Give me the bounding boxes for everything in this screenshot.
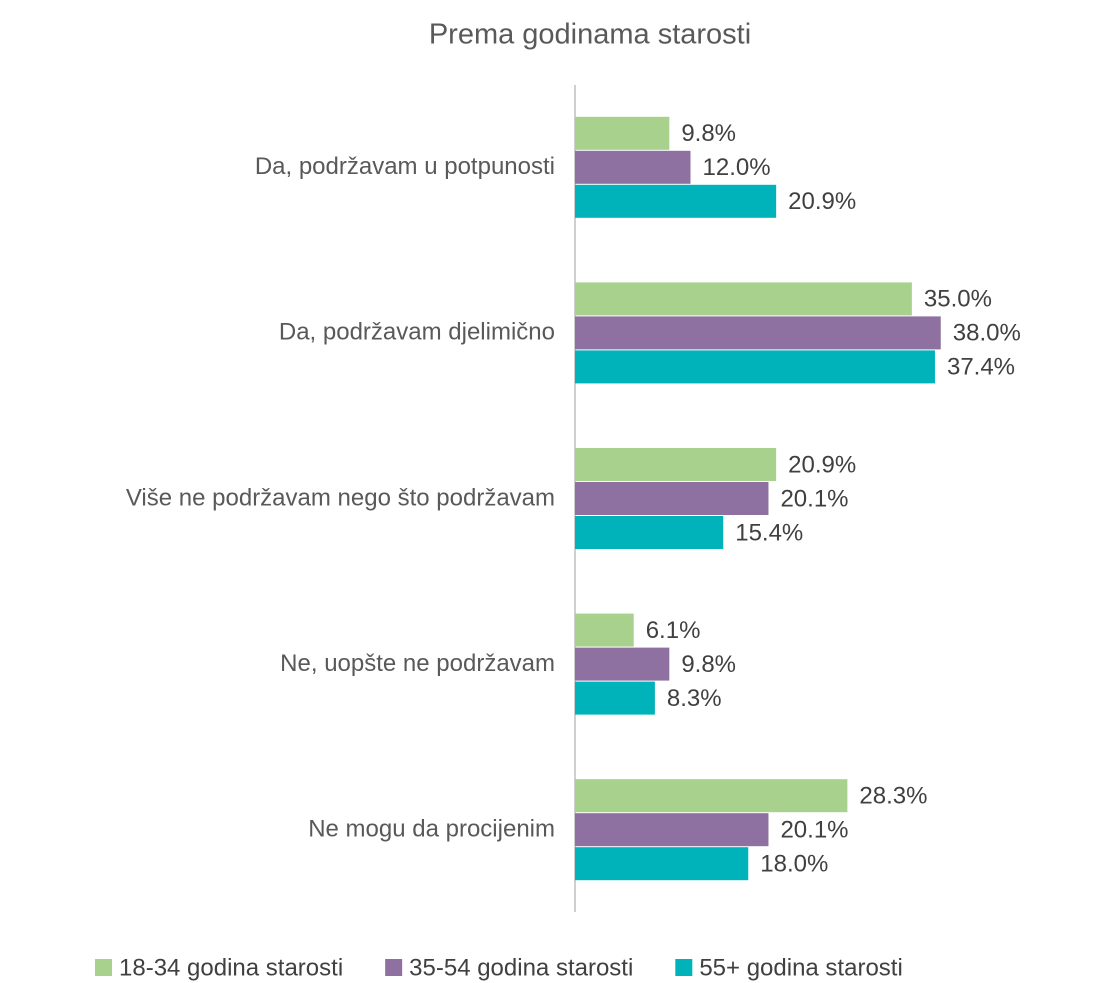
bar	[575, 813, 769, 847]
chart-title: Prema godinama starosti	[429, 19, 751, 51]
legend-swatch	[385, 959, 403, 976]
bar	[575, 184, 777, 218]
bar	[575, 448, 777, 481]
data-label: 9.8%	[681, 120, 736, 147]
category-label: Ne mogu da procijenim	[308, 816, 555, 843]
bar	[575, 350, 935, 384]
data-label: 8.3%	[667, 685, 722, 712]
bar	[575, 116, 670, 150]
data-label: 20.1%	[780, 817, 848, 844]
bar	[575, 282, 912, 316]
legend-label: 35-54 godina starosti	[409, 954, 633, 981]
bar	[575, 482, 769, 515]
data-label: 37.4%	[947, 354, 1015, 381]
data-label: 20.1%	[780, 485, 848, 512]
bar	[575, 316, 941, 350]
data-label: 35.0%	[924, 286, 992, 313]
category-label: Ne, uopšte ne podržavam	[280, 650, 555, 677]
bar	[575, 779, 848, 813]
data-label: 15.4%	[735, 519, 803, 546]
data-label: 12.0%	[703, 154, 771, 181]
bar	[575, 647, 670, 681]
data-label: 28.3%	[859, 783, 927, 810]
bar	[575, 150, 691, 184]
bar	[575, 613, 634, 647]
legend-swatch	[95, 959, 112, 976]
legend-swatch	[675, 959, 693, 976]
bar	[575, 516, 724, 549]
category-label: Više ne podržavam nego što podržavam	[126, 484, 555, 511]
data-label: 38.0%	[953, 320, 1021, 347]
bar	[575, 681, 655, 715]
data-label: 20.9%	[788, 451, 856, 478]
category-label: Da, podržavam u potpunosti	[255, 153, 555, 180]
data-label: 6.1%	[646, 617, 701, 644]
data-label: 20.9%	[788, 188, 856, 215]
bar	[575, 847, 749, 881]
category-label: Da, podržavam djelimično	[279, 319, 555, 346]
legend-label: 18-34 godina starosti	[119, 954, 343, 981]
legend-label: 55+ godina starosti	[699, 954, 902, 981]
data-label: 18.0%	[760, 851, 828, 878]
data-label: 9.8%	[681, 651, 736, 678]
